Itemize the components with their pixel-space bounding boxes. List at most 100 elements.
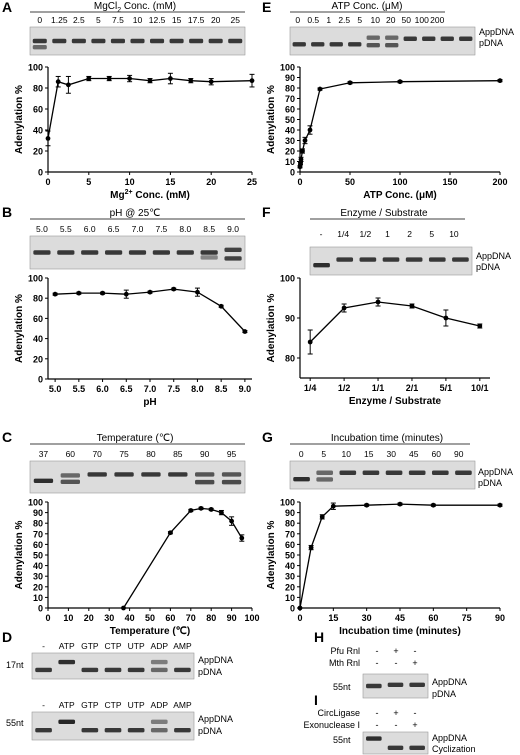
gel-b-image [29, 235, 246, 270]
chart-b-y-tick-label: 20 [33, 354, 43, 364]
gel-i-image [362, 731, 429, 755]
gel-c-image-band [195, 472, 215, 477]
chart-a-data-point [106, 76, 112, 81]
gel-e-lane-label: 0.5 [307, 15, 319, 25]
gel-f-band-p: pDNA [476, 262, 500, 272]
panel-letter-e: E [262, 0, 271, 15]
chart-b-data-point [218, 303, 224, 309]
gel-h-sign: + [393, 646, 398, 656]
gel-d-bottom-image-band [150, 719, 168, 724]
gel-a-lane-label: 25 [230, 15, 240, 25]
gel-h-sign: - [395, 658, 398, 668]
chart-b-data-point [195, 289, 200, 295]
chart-b-data-point [52, 291, 58, 297]
chart-f-data-point [477, 323, 483, 329]
gel-d-top-nt: 17nt [6, 660, 24, 670]
gel-e-image-band [366, 43, 380, 48]
gel-d-top-lane-label: AMP [173, 641, 192, 651]
chart-a-x-label: Mg2+ Conc. (mM) [110, 189, 190, 201]
gel-d-bottom-nt: 55nt [6, 718, 24, 728]
gel-i-image-band [387, 745, 404, 751]
chart-a-x-tick-label: 0 [45, 177, 50, 187]
chart-e-y-tick-label: 20 [285, 147, 295, 157]
chart-c-x-tick-label: 10 [63, 613, 73, 623]
chart-e-y-tick-label: 60 [285, 105, 295, 115]
chart-b-y-tick-label: 100 [28, 274, 43, 284]
gel-d-bottom-image [31, 711, 195, 741]
gel-a-header-text: MgCl2 Conc. (mM) [94, 1, 176, 14]
chart-e-series-line [299, 80, 501, 167]
gel-a-lane-label: 17.5 [188, 15, 205, 25]
chart-a-data-point [55, 79, 61, 85]
gel-d-bottom-lane-label: GTP [81, 700, 99, 710]
chart-a-series-line [47, 77, 253, 139]
gel-d-top-image-band [150, 667, 168, 673]
chart-f-x-label: Enzyme / Substrate [349, 396, 442, 407]
chart-a-x-label-sup: 2+ [125, 189, 133, 196]
gel-e-image-band [459, 36, 473, 41]
chart-g-data-point [308, 545, 314, 550]
gel-b-lane-label: 5.0 [36, 224, 48, 234]
gel-e-band-app: AppDNA [479, 27, 514, 37]
gel-c-image [29, 460, 246, 494]
chart-c-x-tick-label: 0 [45, 613, 50, 623]
chart-g-data-point [430, 502, 436, 508]
gel-f-lane-label: 1/4 [337, 229, 349, 239]
gel-a-image-band [150, 38, 165, 44]
gel-b-image-band [200, 255, 218, 260]
gel-c-image-band [195, 479, 215, 485]
chart-f-series-line [309, 301, 480, 343]
gel-g-image-band [339, 470, 357, 475]
gel-i-sign: + [412, 720, 417, 730]
chart-b-data-point [100, 290, 105, 296]
gel-e-lane-label: 10 [371, 15, 381, 25]
gel-d-bottom-image-frame [31, 711, 195, 741]
chart-e-x-tick-label: 200 [492, 177, 507, 187]
gel-g-image-band [408, 470, 426, 475]
gel-g-lane-label: 0 [299, 449, 304, 459]
chart-g-y-tick-label: 20 [285, 582, 295, 592]
gel-e-header-text: ATP Conc. (μM) [332, 1, 403, 12]
chart-a-x-label-main: Mg [110, 190, 124, 201]
chart-c-y-tick-label: 10 [33, 593, 43, 603]
gel-c-image-band [141, 472, 161, 477]
chart-c-x-tick-label: 80 [206, 613, 216, 623]
gel-d-bottom-image-band [104, 728, 122, 733]
gel-i-band-app: AppDNA [432, 733, 467, 743]
gel-a-lane-label: 7.5 [112, 15, 124, 25]
chart-a-data-point [208, 79, 214, 85]
chart-c-y-tick-label: 60 [33, 540, 43, 550]
chart-c-series-line [122, 507, 243, 609]
chart-e-data-point [317, 86, 323, 92]
gel-f-image-band [405, 257, 423, 262]
gel-c-lane-label: 37 [39, 449, 49, 459]
chart-e-y-tick-label: 10 [285, 157, 295, 167]
gel-e-image-band [329, 42, 343, 47]
chart-a-x-label-tail: Conc. (mM) [133, 190, 190, 201]
chart-e-y-tick-label: 80 [285, 84, 295, 94]
chart-c-x-tick-label: 70 [186, 613, 196, 623]
chart-e-y-tick-label: 90 [285, 73, 295, 83]
chart-a-y-tick-label: 60 [33, 105, 43, 115]
gel-c-image-band [60, 479, 80, 484]
chart-a-data-point [45, 136, 51, 141]
gel-f-lane-label: - [320, 229, 323, 239]
chart-e-y-tick-label: 50 [285, 115, 295, 125]
gel-c-image-band [221, 479, 242, 485]
gel-e-lane-label: 1 [326, 15, 331, 25]
chart-g-x-tick-label: 75 [462, 613, 472, 623]
panel-letter-h: H [314, 629, 324, 645]
gel-d-top-lane-label: UTP [128, 641, 145, 651]
gel-i-image-frame [362, 731, 429, 755]
gel-g-image-frame [289, 460, 476, 490]
chart-g-data-point [364, 502, 370, 508]
gel-d-bottom-image-band [127, 728, 145, 733]
gel-e-lane-label: 100 [415, 15, 429, 25]
gel-e-band-p: pDNA [479, 38, 503, 48]
gel-c-image-band [33, 478, 54, 484]
panel-letter-c: C [2, 429, 12, 445]
gel-b-image-band [33, 250, 51, 255]
gel-a-image-band [52, 38, 67, 44]
chart-c-data-point [198, 505, 204, 511]
